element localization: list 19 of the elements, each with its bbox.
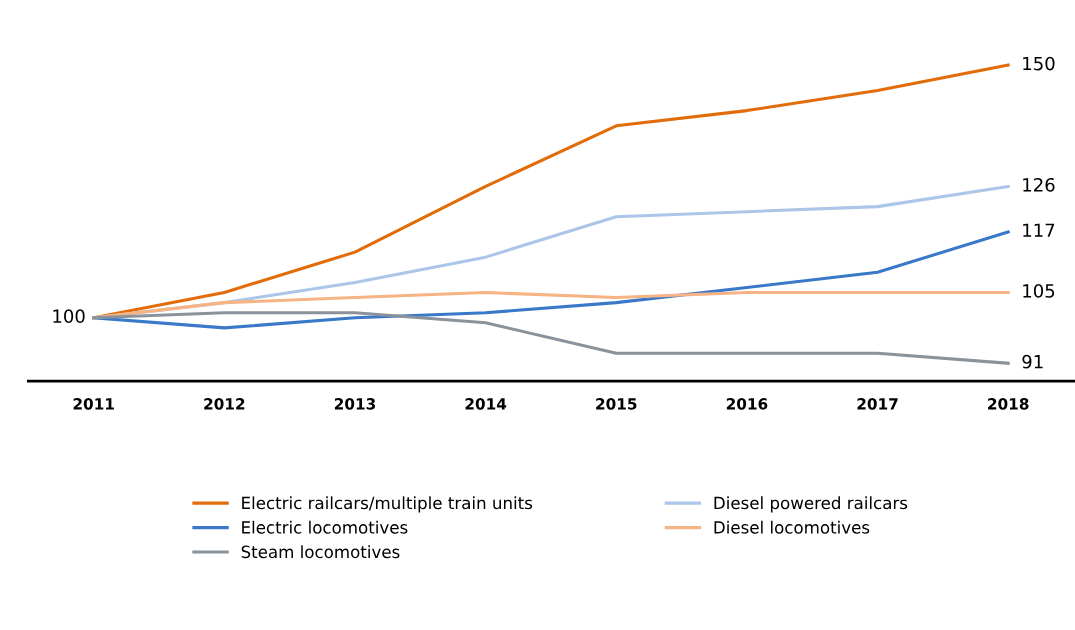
legend-label: Diesel locomotives: [714, 520, 870, 534]
x-tick-label: 2017: [857, 398, 898, 410]
x-tick-label: 2015: [596, 398, 637, 410]
legend-label: Diesel powered railcars: [714, 496, 908, 513]
legend-label: Electric locomotives: [242, 520, 408, 534]
legend-label: Electric railcars/multiple train units: [242, 496, 533, 513]
x-tick-label: 2011: [73, 398, 114, 410]
x-tick-label: 2014: [465, 398, 507, 410]
data-label: 105: [1023, 284, 1055, 298]
x-tick-label: 2018: [988, 398, 1029, 410]
data-label: 91: [1022, 354, 1043, 369]
data-label: 117: [1023, 223, 1055, 237]
data-label: 100: [53, 309, 85, 324]
data-label: 150: [1023, 56, 1055, 71]
x-tick-label: 2016: [726, 398, 768, 410]
legend-label: Steam locomotives: [241, 545, 400, 559]
data-label: 126: [1023, 177, 1055, 192]
x-tick-label: 2013: [334, 398, 376, 410]
x-tick-label: 2012: [204, 398, 245, 410]
